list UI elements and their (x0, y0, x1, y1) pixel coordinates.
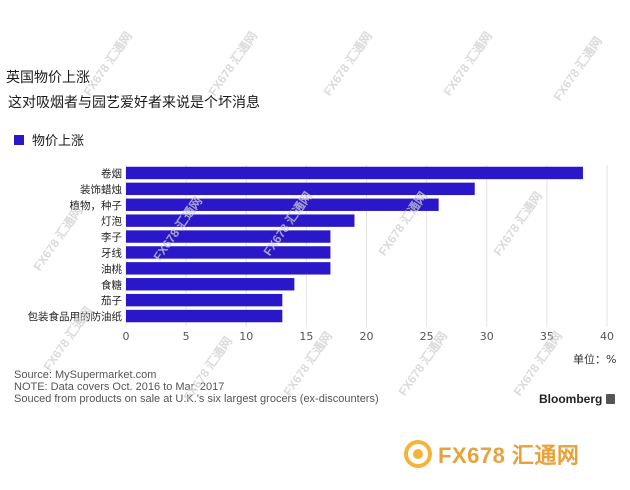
legend-swatch (14, 134, 24, 145)
fx678-logo-text: FX678 汇通网 (438, 443, 580, 468)
x-tick-label: 30 (480, 330, 494, 343)
bar (126, 293, 283, 307)
category-label: 装饰蜡烛 (80, 183, 122, 196)
coverage-note: NOTE: Data covers Oct. 2016 to Mar. 2017 (14, 381, 225, 393)
bar (126, 230, 331, 243)
x-tick-label: 5 (183, 330, 190, 343)
x-tick-label: 0 (123, 330, 130, 343)
category-label: 牙线 (101, 246, 122, 259)
sourced-note: Souced from products on sale at U.K.'s s… (14, 393, 379, 405)
bar (126, 278, 295, 291)
x-tick-label: 10 (239, 330, 253, 343)
category-label: 李子 (101, 231, 122, 244)
chart-notes: Source: MySupermarket.com NOTE: Data cov… (14, 369, 379, 405)
legend: 物价上涨 (14, 130, 84, 149)
x-tick-label: 35 (540, 330, 554, 343)
brand-name: Bloomberg (539, 392, 603, 406)
x-tick-label: 20 (360, 330, 374, 343)
category-label: 包装食品用的防油纸 (28, 310, 123, 323)
category-label: 灯泡 (101, 215, 122, 228)
x-tick-label: 25 (420, 330, 434, 343)
fx678-logo: FX678 汇通网 (404, 438, 579, 470)
x-tick-label: 15 (299, 330, 313, 343)
bloomberg-brand: Bloomberg (539, 392, 616, 406)
bar (126, 166, 583, 180)
bar (126, 309, 283, 323)
x-tick-label: 40 (600, 330, 614, 343)
category-label: 油桃 (101, 262, 122, 275)
bar (126, 198, 439, 211)
bar (126, 262, 331, 275)
category-label: 茄子 (101, 294, 122, 307)
legend-label: 物价上涨 (32, 134, 85, 149)
chart-subtitle: 这对吸烟者与园艺爱好者来说是个坏消息 (8, 95, 260, 111)
fx678-logo-icon (404, 440, 432, 468)
bar (126, 246, 331, 259)
category-label: 植物，种子 (70, 199, 123, 212)
category-label: 卷烟 (101, 167, 122, 180)
bloomberg-icon (606, 394, 616, 404)
chart-title: 英国物价上涨 (6, 70, 90, 86)
bar (126, 214, 355, 227)
category-label: 食糖 (101, 278, 122, 291)
unit-label: 单位：% (573, 353, 617, 366)
source-note: Source: MySupermarket.com (14, 369, 157, 381)
bar (126, 182, 475, 196)
